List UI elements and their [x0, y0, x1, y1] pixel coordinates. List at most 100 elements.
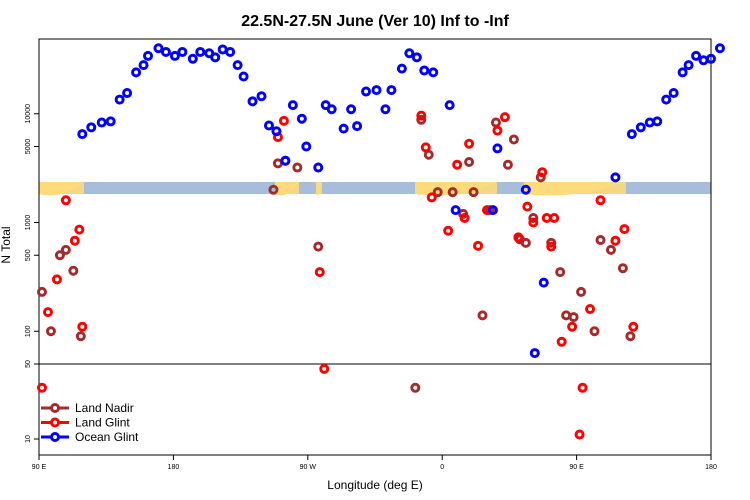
point-land-nadir: [60, 244, 71, 255]
point-ocean-glint: [217, 44, 228, 55]
point-ocean-glint: [169, 50, 180, 61]
y-tick-label: 500: [25, 249, 32, 261]
point-land-nadir: [589, 326, 600, 337]
point-land-glint: [546, 241, 557, 252]
y-tick-label: 100: [25, 325, 32, 337]
point-land-glint: [528, 217, 539, 228]
point-ocean-glint: [160, 46, 171, 57]
point-land-glint: [36, 382, 47, 393]
point-land-nadir: [447, 187, 458, 198]
point-land-nadir: [68, 265, 79, 276]
point-land-nadir: [432, 187, 443, 198]
point-land-glint: [77, 321, 88, 332]
point-ocean-glint: [706, 53, 716, 64]
y-axis-label: N Total: [0, 226, 13, 263]
point-land-nadir: [520, 237, 531, 248]
point-land-nadir: [36, 286, 47, 297]
point-ocean-glint: [122, 88, 133, 99]
point-ocean-glint: [338, 123, 349, 134]
point-ocean-glint: [444, 100, 455, 111]
point-ocean-glint: [256, 91, 267, 102]
point-ocean-glint: [195, 46, 206, 57]
point-ocean-glint: [380, 104, 391, 115]
point-land-glint: [319, 363, 330, 374]
point-ocean-glint: [698, 55, 709, 66]
point-ocean-glint: [86, 122, 97, 133]
point-land-glint: [314, 267, 325, 278]
point-ocean-glint: [652, 116, 663, 127]
point-ocean-glint: [492, 143, 503, 154]
band-land-fill-1: [275, 182, 299, 194]
point-land-glint: [574, 429, 585, 440]
point-ocean-glint: [280, 155, 291, 166]
point-land-nadir: [45, 326, 56, 337]
point-ocean-glint: [238, 71, 249, 82]
point-land-glint: [74, 224, 85, 235]
point-land-glint: [464, 138, 475, 149]
point-ocean-glint: [626, 129, 637, 140]
point-land-nadir: [268, 184, 279, 195]
point-land-glint: [42, 307, 53, 318]
point-ocean-glint: [644, 117, 655, 128]
point-ocean-glint: [677, 67, 688, 78]
point-land-glint: [492, 125, 503, 136]
x-tick-label: 0: [440, 464, 444, 471]
point-ocean-glint: [247, 96, 258, 107]
point-ocean-glint: [131, 67, 142, 78]
point-ocean-glint: [301, 141, 312, 152]
point-ocean-glint: [714, 43, 725, 54]
point-land-nadir: [625, 331, 636, 342]
point-ocean-glint: [411, 52, 422, 63]
point-ocean-glint: [114, 94, 125, 105]
point-land-glint: [610, 235, 621, 246]
point-ocean-glint: [635, 122, 646, 133]
x-tick-label: 90 W: [300, 464, 317, 471]
point-ocean-glint: [371, 85, 382, 96]
point-land-glint: [619, 224, 630, 235]
point-land-nadir: [605, 244, 616, 255]
point-land-glint: [416, 110, 427, 121]
point-land-nadir: [410, 382, 421, 393]
point-land-nadir: [464, 156, 475, 167]
point-land-nadir: [617, 263, 628, 274]
band-land-fill-4: [524, 182, 626, 194]
point-land-nadir: [477, 310, 488, 321]
point-ocean-glint: [691, 50, 702, 61]
point-ocean-glint: [153, 43, 164, 54]
point-ocean-glint: [138, 60, 149, 71]
point-land-glint: [556, 336, 567, 347]
point-ocean-glint: [487, 205, 498, 216]
point-land-nadir: [416, 114, 427, 125]
point-land-nadir: [546, 237, 557, 248]
chart-title: 22.5N-27.5N June (Ver 10) Inf to -Inf: [241, 13, 509, 30]
legend-swatch-marker: [50, 432, 60, 442]
point-ocean-glint: [538, 277, 549, 288]
point-ocean-glint: [296, 113, 307, 124]
legend-label: Ocean Glint: [75, 430, 139, 444]
y-tick-label: 5000: [25, 139, 32, 155]
point-land-glint: [567, 321, 578, 332]
point-ocean-glint: [683, 60, 694, 71]
point-land-glint: [452, 159, 463, 170]
x-tick-label: 180: [168, 464, 180, 471]
x-axis-label: Longitude (deg E): [327, 478, 422, 492]
y-tick-label: 50: [25, 360, 32, 368]
point-ocean-glint: [396, 63, 407, 74]
point-ocean-glint: [428, 67, 439, 78]
point-ocean-glint: [210, 52, 221, 63]
y-tick-label: 10: [25, 435, 32, 443]
legend-label: Land Glint: [75, 416, 130, 430]
point-land-glint: [60, 195, 71, 206]
point-land-nadir: [272, 158, 283, 169]
point-land-nadir: [54, 250, 65, 261]
point-land-glint: [537, 167, 548, 178]
point-land-nadir: [313, 241, 324, 252]
point-land-glint: [420, 142, 431, 153]
x-tick-label: 90 E: [32, 464, 47, 471]
point-land-glint: [443, 225, 454, 236]
point-land-nadir: [576, 286, 587, 297]
point-ocean-glint: [386, 85, 397, 96]
point-land-nadir: [568, 312, 579, 323]
legend-label: Land Nadir: [75, 401, 134, 415]
